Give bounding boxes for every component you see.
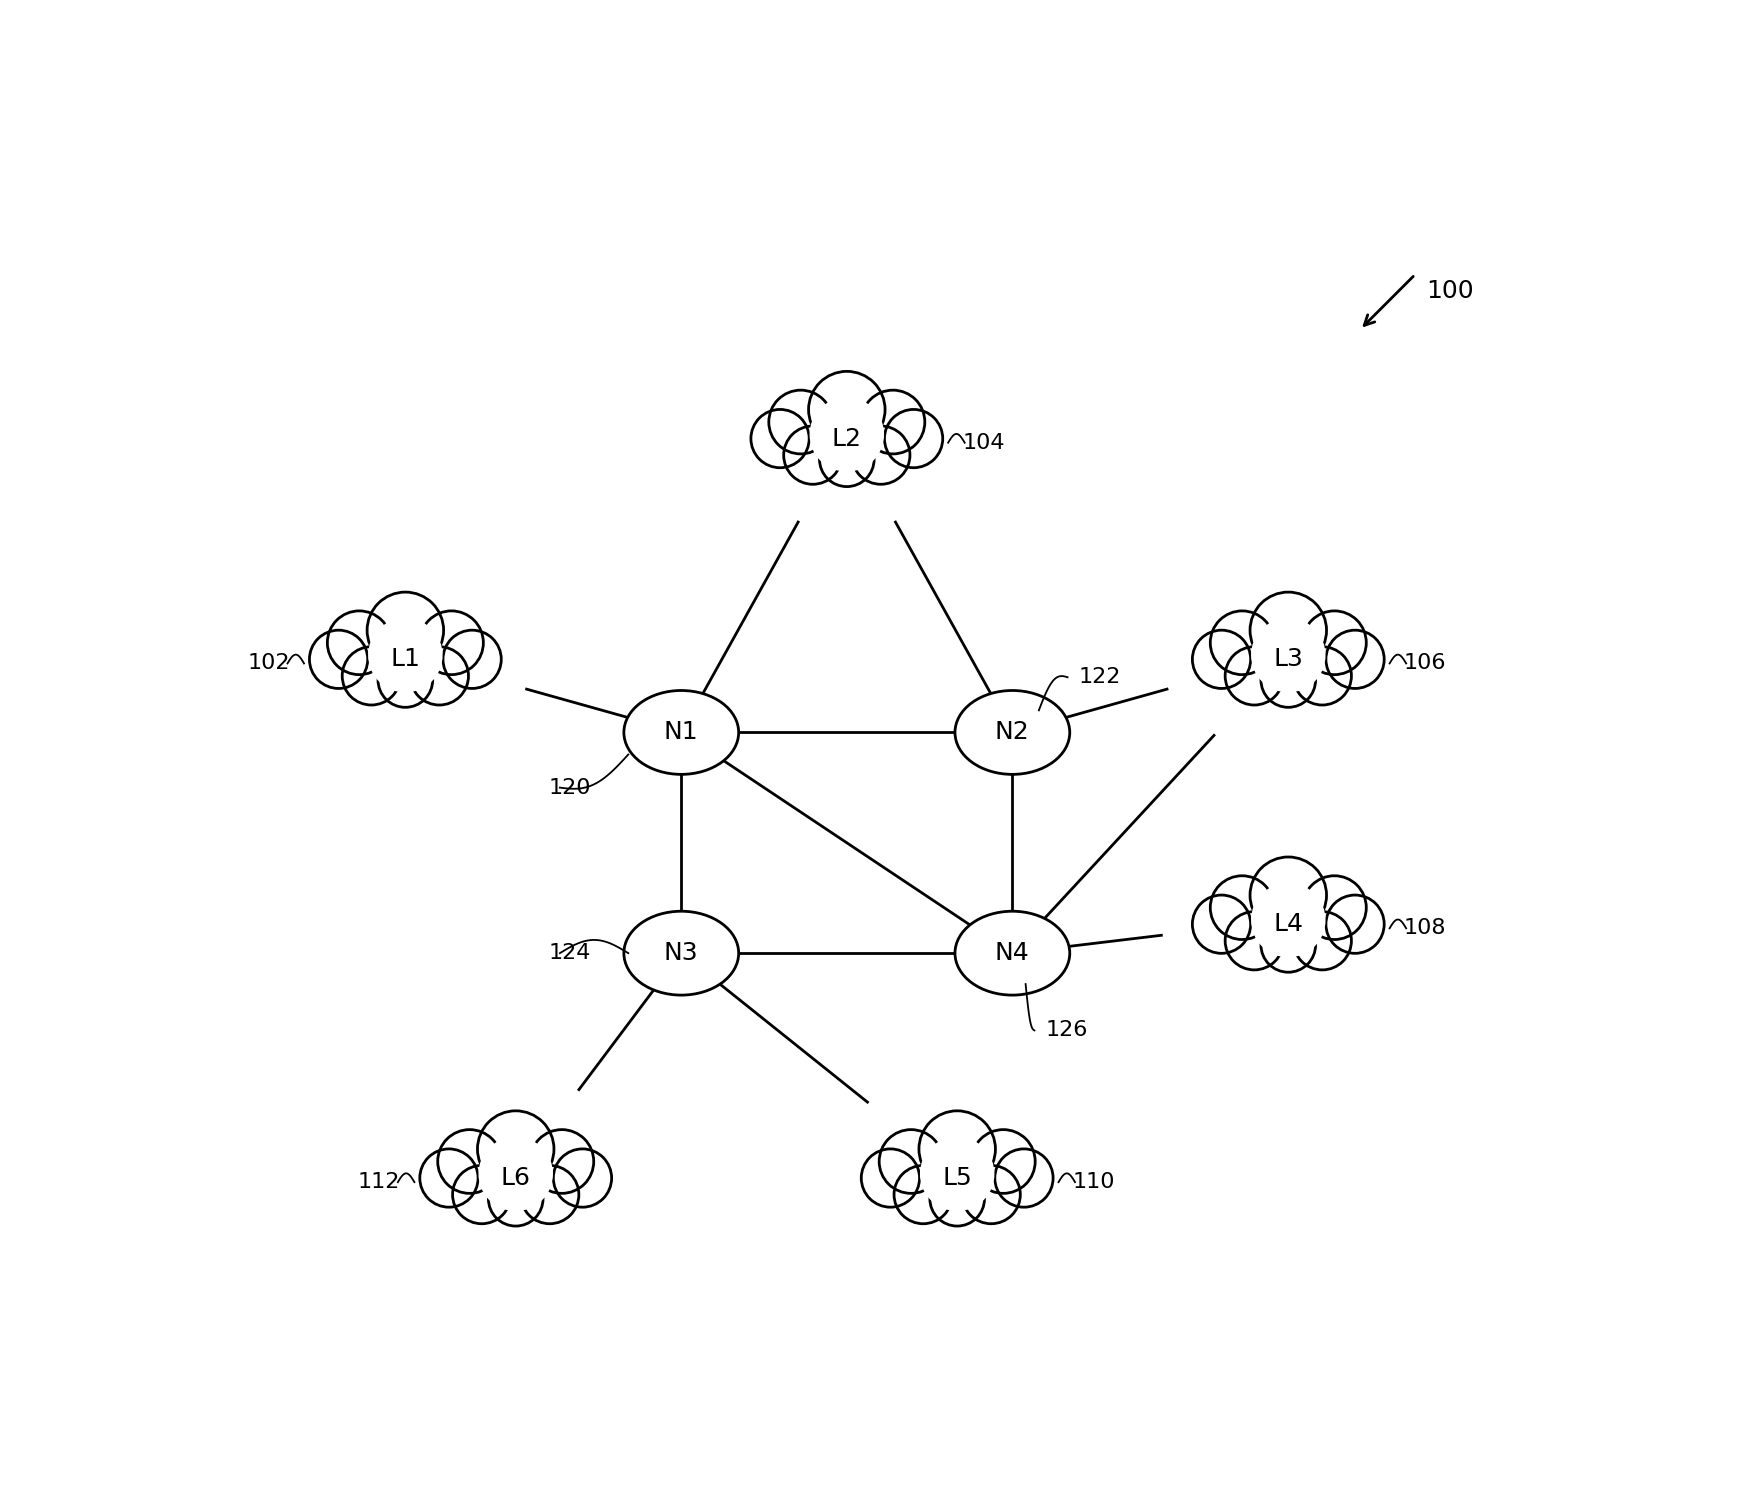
Circle shape [972,1130,1035,1193]
Text: L6: L6 [500,1166,532,1190]
Circle shape [820,432,875,486]
Circle shape [1225,912,1283,969]
Circle shape [894,1165,952,1224]
Text: 100: 100 [1426,278,1473,303]
Circle shape [783,426,841,485]
Circle shape [808,372,885,448]
Circle shape [929,1171,984,1227]
Circle shape [920,1136,994,1212]
Text: 108: 108 [1404,918,1447,938]
Text: N3: N3 [664,941,699,965]
Circle shape [421,1148,479,1207]
Circle shape [1250,856,1327,933]
Text: N2: N2 [994,721,1030,745]
Circle shape [378,653,433,707]
Circle shape [479,1136,553,1212]
Circle shape [963,1165,1021,1224]
Circle shape [1251,883,1325,957]
Circle shape [553,1148,612,1207]
Circle shape [310,631,368,688]
Circle shape [810,397,884,471]
Circle shape [1211,876,1274,939]
Text: 110: 110 [1074,1172,1116,1192]
Text: 106: 106 [1404,653,1447,673]
Text: N1: N1 [664,721,699,745]
Text: 112: 112 [357,1172,400,1192]
Circle shape [994,1148,1052,1207]
Text: 122: 122 [1079,667,1121,688]
Text: 102: 102 [246,653,290,673]
Circle shape [880,1130,943,1193]
Text: N4: N4 [994,941,1030,965]
Text: L5: L5 [942,1166,972,1190]
Circle shape [1294,647,1352,704]
Circle shape [919,1111,996,1187]
Circle shape [521,1165,579,1224]
Circle shape [452,1165,510,1224]
Circle shape [530,1130,593,1193]
Circle shape [1302,876,1366,939]
Ellipse shape [623,911,739,995]
Circle shape [885,409,943,468]
Text: 104: 104 [963,433,1005,453]
Circle shape [477,1111,554,1187]
Ellipse shape [956,911,1070,995]
Text: 120: 120 [549,778,591,798]
Circle shape [489,1171,544,1227]
Circle shape [368,619,442,692]
Circle shape [1225,647,1283,704]
Text: L4: L4 [1272,912,1304,936]
Ellipse shape [623,691,739,775]
Circle shape [444,631,502,688]
Circle shape [1260,918,1315,972]
Circle shape [1211,611,1274,674]
Circle shape [410,647,468,704]
Circle shape [852,426,910,485]
Circle shape [861,1148,919,1207]
Circle shape [341,647,401,704]
Circle shape [861,390,924,455]
Circle shape [438,1130,502,1193]
Circle shape [1302,611,1366,674]
Circle shape [1325,631,1383,688]
Circle shape [1250,591,1327,668]
Circle shape [769,390,832,455]
Text: L1: L1 [391,647,421,671]
Circle shape [752,409,810,468]
Circle shape [1260,653,1315,707]
Circle shape [1294,912,1352,969]
Ellipse shape [956,691,1070,775]
Text: L2: L2 [832,426,862,450]
Circle shape [1325,895,1383,953]
Circle shape [1192,631,1251,688]
Circle shape [368,591,444,668]
Circle shape [1251,619,1325,692]
Circle shape [327,611,391,674]
Circle shape [1192,895,1251,953]
Text: 124: 124 [549,944,591,963]
Text: L3: L3 [1272,647,1302,671]
Circle shape [419,611,484,674]
Text: 126: 126 [1045,1020,1088,1040]
